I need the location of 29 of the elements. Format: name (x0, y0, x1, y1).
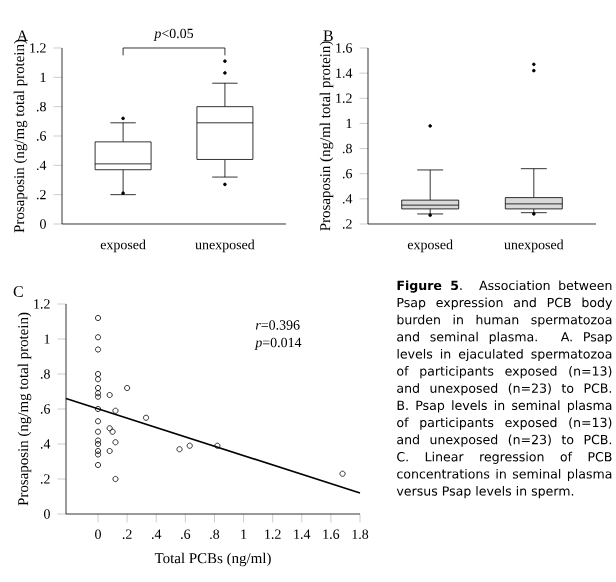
point (95, 437, 102, 444)
point (95, 315, 102, 321)
point (95, 448, 102, 454)
point (95, 428, 102, 435)
point (112, 476, 119, 482)
point (95, 334, 102, 341)
point (95, 441, 102, 447)
point (106, 448, 113, 454)
point (95, 346, 102, 353)
point (95, 418, 102, 425)
point (109, 428, 116, 435)
point (339, 470, 346, 477)
point (95, 393, 102, 400)
point (95, 390, 102, 397)
point (186, 442, 193, 449)
point (106, 425, 113, 432)
point (106, 392, 113, 398)
point (112, 439, 119, 446)
point (95, 371, 102, 377)
point (214, 442, 221, 449)
point (95, 406, 102, 412)
point (95, 376, 102, 383)
point (95, 462, 102, 468)
point (95, 451, 102, 458)
point (143, 414, 150, 421)
point (95, 385, 102, 391)
point (176, 446, 183, 453)
point (124, 385, 131, 391)
point (112, 407, 119, 414)
